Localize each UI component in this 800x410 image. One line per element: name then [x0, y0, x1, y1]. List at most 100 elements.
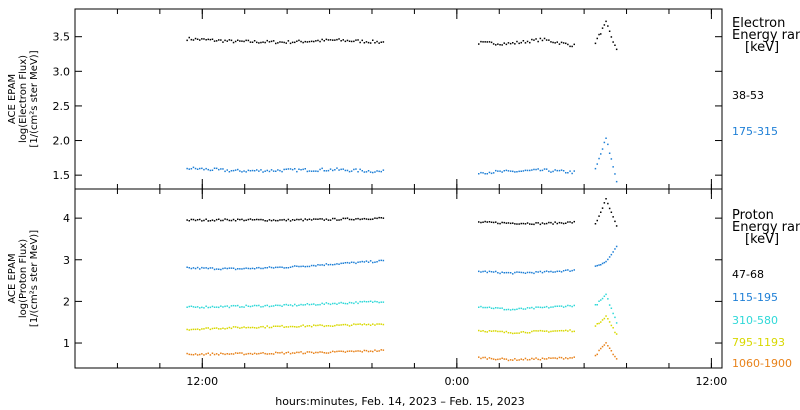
data-point	[270, 305, 273, 307]
data-point	[605, 342, 607, 344]
data-point	[194, 37, 197, 40]
data-point	[224, 39, 226, 42]
data-point	[234, 326, 237, 328]
data-point	[594, 167, 597, 170]
data-point	[222, 306, 224, 308]
data-point	[512, 273, 514, 275]
data-point	[367, 170, 370, 172]
data-point	[203, 38, 205, 40]
data-point	[213, 220, 216, 222]
data-point	[346, 350, 349, 353]
data-point	[323, 40, 325, 42]
data-point	[342, 262, 344, 264]
data-point	[344, 169, 347, 172]
data-point	[567, 269, 569, 271]
data-point	[192, 306, 195, 308]
data-point	[275, 351, 277, 354]
data-point	[378, 323, 380, 325]
data-point	[514, 308, 516, 311]
data-point	[499, 358, 501, 360]
data-point	[308, 218, 311, 220]
data-point	[277, 325, 279, 327]
data-point	[296, 265, 298, 267]
data-point	[610, 307, 613, 309]
data-point	[501, 357, 503, 359]
data-point	[275, 304, 277, 306]
data-point	[376, 323, 378, 325]
data-point	[552, 357, 554, 359]
data-point	[239, 306, 241, 308]
data-point	[524, 357, 527, 360]
data-point	[550, 357, 552, 359]
data-point	[492, 43, 495, 45]
data-point	[241, 306, 243, 308]
data-point	[601, 319, 604, 321]
data-point	[251, 267, 254, 270]
data-point	[357, 261, 359, 263]
data-point	[226, 40, 228, 42]
data-point	[543, 330, 546, 332]
data-point	[369, 350, 372, 352]
data-point	[552, 170, 554, 173]
data-point	[365, 171, 368, 173]
data-point	[245, 304, 247, 307]
data-point	[615, 358, 618, 360]
data-point	[365, 260, 368, 262]
data-point	[533, 272, 535, 275]
data-point	[205, 327, 207, 329]
data-point	[296, 351, 298, 354]
data-point	[199, 268, 201, 270]
data-point	[514, 43, 516, 45]
data-point	[342, 323, 344, 326]
data-point	[374, 261, 376, 263]
data-point	[272, 305, 275, 307]
data-point	[196, 266, 199, 269]
data-point	[275, 170, 277, 172]
data-point	[218, 306, 220, 309]
data-point	[239, 352, 241, 354]
data-point	[306, 325, 309, 327]
data-point	[607, 318, 609, 320]
data-point	[558, 169, 561, 172]
data-point	[338, 302, 340, 304]
data-point	[287, 304, 290, 306]
data-point	[186, 266, 188, 268]
data-point	[302, 219, 304, 222]
data-point	[543, 168, 546, 170]
data-point	[600, 321, 602, 323]
data-point	[222, 353, 224, 355]
data-point	[264, 170, 266, 172]
data-point	[374, 42, 376, 44]
data-point	[535, 271, 537, 273]
data-point	[277, 304, 279, 307]
data-point	[186, 352, 188, 355]
data-point	[323, 325, 325, 328]
data-point	[539, 359, 542, 361]
data-point	[329, 351, 332, 354]
data-point	[201, 167, 203, 170]
data-point	[321, 324, 323, 327]
data-point	[196, 354, 199, 356]
data-point	[497, 272, 499, 274]
data-point	[565, 269, 567, 271]
data-point	[501, 221, 503, 224]
y-tick-label: 3.0	[53, 65, 71, 78]
data-point	[560, 41, 563, 44]
data-point	[610, 253, 613, 256]
data-point	[234, 169, 237, 171]
data-point	[478, 270, 480, 273]
data-point	[524, 308, 527, 310]
data-point	[243, 170, 245, 172]
data-point	[499, 330, 501, 333]
data-point	[357, 171, 359, 173]
data-point	[499, 272, 501, 275]
data-point	[535, 38, 537, 40]
data-point	[509, 309, 512, 311]
data-point	[291, 325, 294, 328]
data-point	[533, 39, 535, 41]
data-point	[329, 325, 332, 327]
data-point	[230, 170, 233, 172]
data-point	[241, 326, 243, 329]
data-point	[262, 41, 264, 43]
y-tick-label: 3.5	[53, 31, 71, 44]
